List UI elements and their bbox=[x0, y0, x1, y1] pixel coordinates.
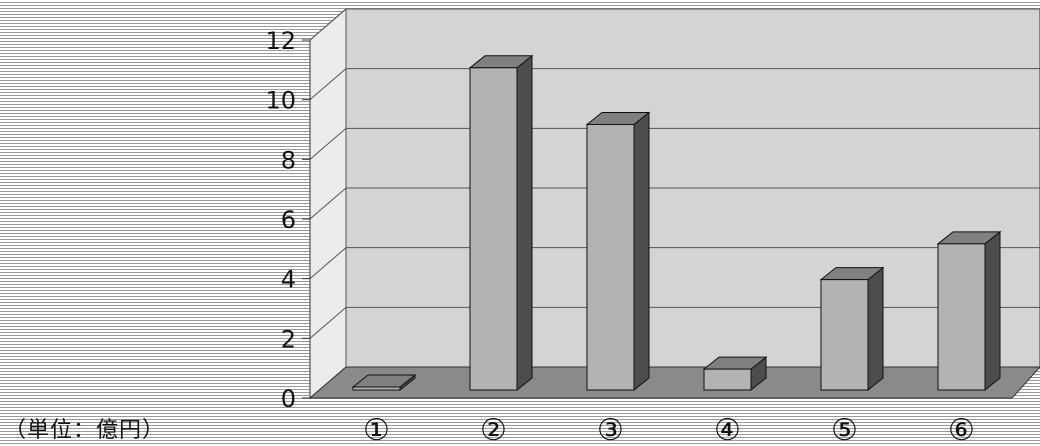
x-tick-label: ③ bbox=[597, 413, 624, 446]
bar-side bbox=[867, 266, 884, 392]
y-tick-label: 10 bbox=[265, 87, 296, 115]
y-tick-label: 4 bbox=[281, 266, 296, 294]
y-tick-label: 6 bbox=[281, 206, 296, 234]
bar-side bbox=[516, 54, 533, 392]
x-tick-label: ⑤ bbox=[831, 413, 858, 446]
gridline bbox=[309, 127, 1040, 160]
y-tick-label: 0 bbox=[281, 385, 296, 413]
y-tick-label: 2 bbox=[281, 325, 296, 353]
gridline bbox=[309, 306, 1040, 339]
x-axis-ticks: ① ② ③ ④ ⑤ ⑥ bbox=[363, 413, 975, 446]
gridlines bbox=[309, 8, 1040, 339]
y-tick-label: 12 bbox=[265, 27, 296, 55]
bar-side bbox=[633, 111, 650, 392]
x-tick-label: ② bbox=[480, 413, 507, 446]
x-tick-label: ① bbox=[363, 413, 390, 446]
unit-label: （単位：億円） bbox=[4, 418, 166, 443]
bar-front bbox=[469, 67, 518, 391]
x-tick-label: ⑥ bbox=[948, 413, 975, 446]
bar bbox=[702, 356, 768, 392]
bar-side bbox=[984, 230, 1001, 392]
bar-front bbox=[937, 243, 986, 391]
floor bbox=[308, 366, 1040, 399]
gridline bbox=[309, 187, 1040, 220]
y-axis-ticks: 0 2 4 6 8 10 12 bbox=[265, 27, 311, 413]
bar-front bbox=[820, 279, 869, 391]
bar bbox=[936, 230, 1002, 392]
gridline bbox=[309, 247, 1040, 280]
bar bbox=[351, 373, 417, 392]
gridline bbox=[309, 8, 1040, 41]
bars bbox=[351, 54, 1002, 392]
gridline bbox=[309, 68, 1040, 101]
y-tick-label: 8 bbox=[281, 146, 296, 174]
bar-front bbox=[586, 123, 635, 391]
bar bbox=[585, 111, 651, 392]
x-tick-label: ④ bbox=[714, 413, 741, 446]
bar bbox=[819, 266, 885, 392]
bar-front bbox=[703, 368, 752, 391]
plot-area bbox=[308, 7, 1040, 400]
bar bbox=[468, 54, 534, 392]
bar-front bbox=[352, 386, 401, 391]
